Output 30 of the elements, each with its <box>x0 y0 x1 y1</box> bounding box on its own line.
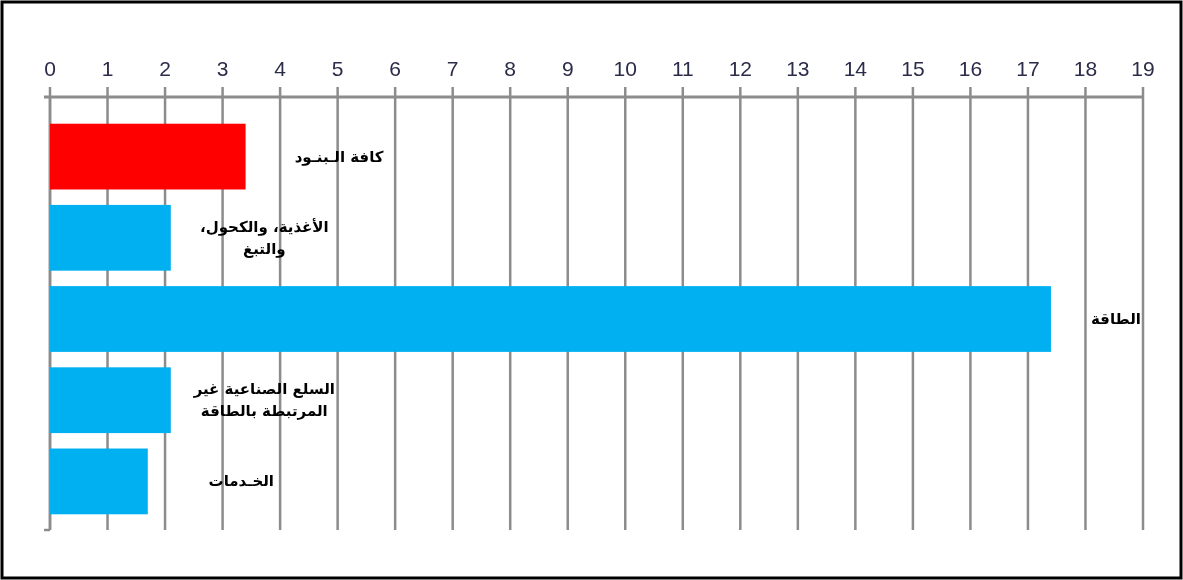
y-tick-label: كافة الـبنـود <box>293 146 385 168</box>
bar <box>50 367 171 434</box>
x-tick-label: 5 <box>331 57 344 80</box>
x-tick-label: 19 <box>1131 57 1155 80</box>
y-tick-label: الأغذية، والكحول، والتبغ <box>199 216 330 260</box>
x-tick-label: 16 <box>958 57 983 80</box>
y-tick-label: الطاقة <box>1090 309 1142 330</box>
bar <box>50 123 246 190</box>
x-tick-label: 15 <box>901 57 925 80</box>
x-tick-label: 18 <box>1073 57 1098 80</box>
x-tick-label: 8 <box>504 57 517 80</box>
x-tick-label: 4 <box>274 57 287 80</box>
x-tick-label: 10 <box>613 57 637 80</box>
x-tick-label: 1 <box>101 57 114 80</box>
y-tick-label: الخـدمات <box>207 471 275 493</box>
x-tick-label: 3 <box>216 57 229 80</box>
x-tick-label: 11 <box>671 57 694 80</box>
bar <box>50 204 171 271</box>
y-tick-label: السلع الصناعية غير المرتبطة بالطاقة <box>192 379 336 423</box>
bar <box>50 448 148 515</box>
x-tick-label: 13 <box>786 57 810 80</box>
bar <box>50 286 1051 352</box>
x-tick-label: 9 <box>561 57 574 80</box>
x-tick-label: 6 <box>389 57 401 80</box>
x-tick-label: 14 <box>843 57 868 80</box>
x-tick-label: 17 <box>1016 57 1040 80</box>
x-tick-label: 0 <box>44 57 56 80</box>
x-tick-label: 12 <box>728 57 752 80</box>
x-tick-label: 7 <box>446 57 459 80</box>
x-tick-label: 2 <box>159 57 171 80</box>
